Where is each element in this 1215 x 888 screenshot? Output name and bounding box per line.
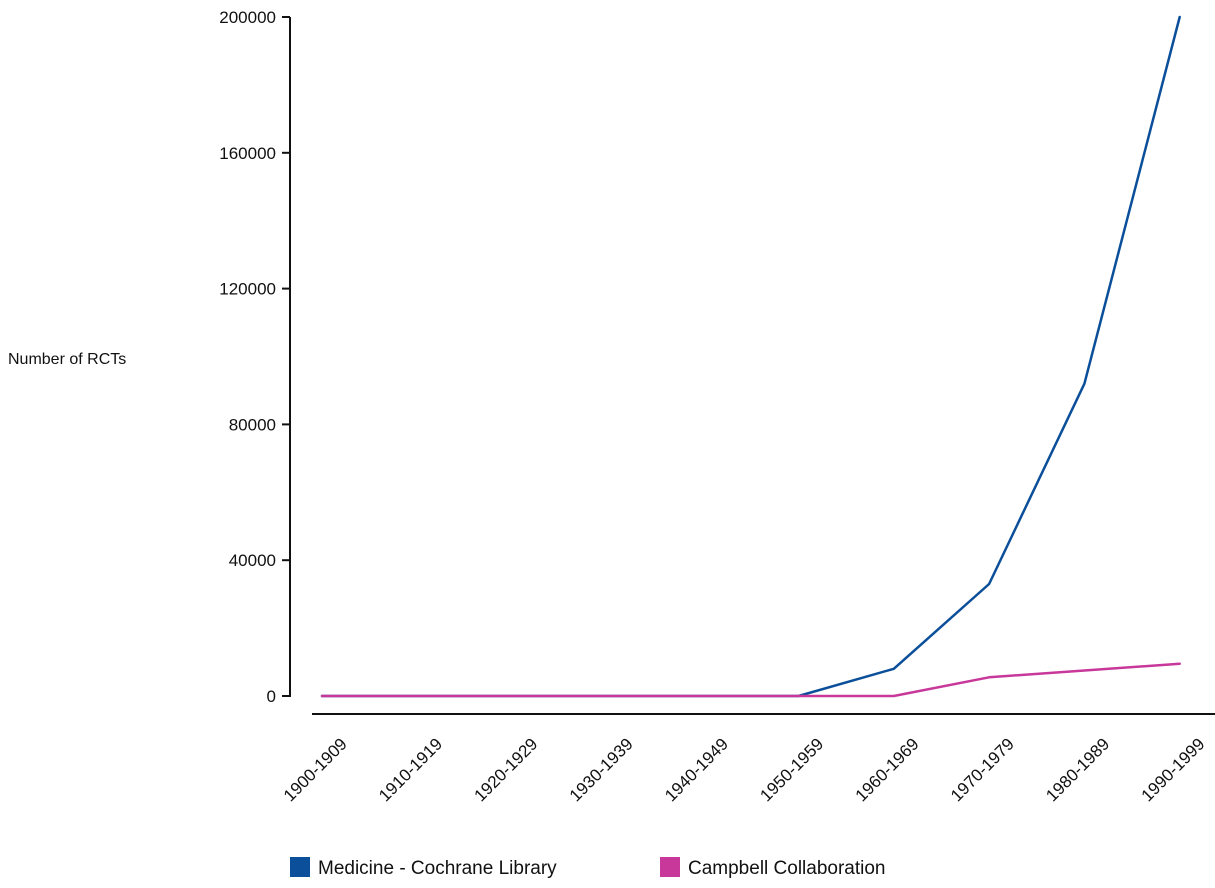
y-axis: 0 40000 80000 120000 160000 200000 [219,8,290,706]
y-ticks: 0 40000 80000 120000 160000 200000 [219,8,290,706]
x-tick-label: 1980-1989 [1042,734,1113,805]
x-tick-label: 1940-1949 [661,734,732,805]
legend: Medicine - Cochrane Library Campbell Coll… [290,857,886,879]
x-tick-label: 1960-1969 [852,734,923,805]
series-line-1 [322,17,1180,696]
x-tick-label: 1900-1909 [280,734,351,805]
y-tick-label: 200000 [219,8,276,27]
y-tick-label: 40000 [229,551,276,570]
series-layer [322,17,1180,696]
y-tick-label: 0 [267,687,276,706]
x-tick-label: 1930-1939 [566,734,637,805]
legend-swatch [660,857,680,877]
x-tick-label: 1910-1919 [375,734,446,805]
y-tick-label: 80000 [229,415,276,434]
x-tick-label: 1920-1929 [470,734,541,805]
x-tick-label: 1970-1979 [947,734,1018,805]
y-axis-title: Number of RCTs [8,351,126,368]
x-tick-label: 1990-1999 [1138,734,1209,805]
x-ticks: 1900-1909 1910-1919 1920-1929 1930-1939 1940… [280,734,1209,805]
legend-label: Campbell Collaboration [688,858,886,879]
series-line-2 [322,664,1180,696]
y-tick-label: 160000 [219,144,276,163]
x-axis: 1900-1909 1910-1919 1920-1929 1930-1939 1940… [280,714,1215,805]
legend-swatch [290,857,310,877]
legend-label: Medicine - Cochrane Library [318,858,557,879]
y-tick-label: 120000 [219,280,276,299]
x-tick-label: 1950-1959 [756,734,827,805]
